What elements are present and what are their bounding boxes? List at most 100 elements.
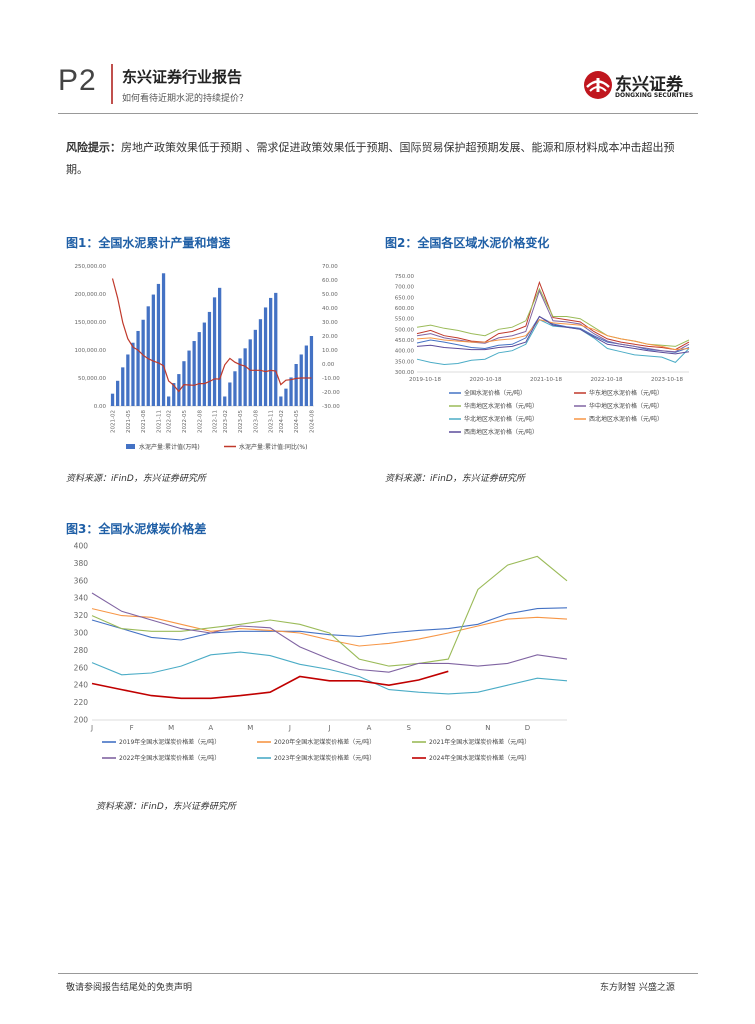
y-right-tick-label: 10.00: [322, 348, 338, 354]
footer-slogan: 东方财智 兴盛之源: [600, 983, 675, 993]
y-left-tick-label: 250,000.00: [75, 264, 107, 270]
bar: [182, 361, 186, 406]
bar: [126, 354, 130, 406]
x-tick-label: S: [406, 724, 411, 732]
x-tick-label: 2023-10-18: [651, 377, 683, 383]
footer-rule: [58, 973, 698, 974]
x-tick-label: O: [445, 724, 451, 732]
page-number: P2: [58, 64, 97, 97]
header-divider: [111, 64, 113, 104]
bar: [253, 329, 257, 406]
bar: [212, 297, 217, 406]
series-line: [416, 319, 690, 366]
y-right-tick-label: 0.00: [322, 362, 335, 368]
legend-label: 西南地区水泥价格（元/吨）: [464, 428, 538, 436]
y-tick-label: 650.00: [395, 295, 415, 301]
bar: [258, 319, 263, 406]
x-tick-label: 2019-10-18: [409, 377, 441, 383]
y-tick-label: 380: [74, 559, 89, 568]
x-tick-label: 2024-05: [294, 410, 300, 433]
y-right-tick-label: -10.00: [322, 376, 340, 382]
bar: [136, 330, 140, 406]
x-tick-label: 2022-02: [167, 410, 173, 433]
legend-swatch-production: [126, 444, 135, 449]
y-tick-label: 280: [74, 646, 89, 655]
figure-1-source: 资料来源：iFinD，东兴证券研究所: [66, 474, 206, 484]
risk-warning: 风险提示：房地产政策效果低于预期 、需求促进政策效果低于预期、国际贸易保护超预期…: [66, 137, 696, 181]
bar: [263, 307, 268, 406]
logo-name-cn: 东兴证券: [615, 75, 683, 95]
x-tick-label: J: [327, 724, 330, 732]
x-tick-label: 2023-02: [223, 410, 229, 433]
bar: [197, 332, 201, 406]
y-left-tick-label: 150,000.00: [75, 320, 107, 326]
bar: [116, 380, 120, 406]
bar: [228, 382, 232, 406]
legend-label: 2024年全国水泥煤炭价格差（元/吨）: [429, 754, 530, 762]
y-tick-label: 400: [74, 542, 89, 551]
bar: [121, 367, 125, 406]
bar: [294, 364, 298, 406]
legend-label-yoy: 水泥产量:累计值:同比(%): [239, 443, 307, 451]
y-right-tick-label: -20.00: [322, 390, 340, 396]
series-line: [416, 315, 690, 353]
series-line: [91, 608, 568, 647]
bar: [177, 374, 181, 406]
y-tick-label: 750.00: [395, 274, 415, 280]
x-tick-label: F: [130, 724, 134, 732]
y-right-tick-label: 30.00: [322, 320, 338, 326]
x-tick-label: 2022-05: [182, 410, 188, 433]
y-right-tick-label: -30.00: [322, 404, 340, 410]
bar: [218, 287, 222, 406]
bar: [192, 341, 196, 406]
legend-label: 华中地区水泥价格（元/吨）: [589, 402, 663, 410]
figure-3-title: 图3：全国水泥煤炭价格差: [66, 522, 207, 536]
bar: [161, 273, 166, 406]
figure-2-source: 资料来源：iFinD，东兴证券研究所: [385, 474, 525, 484]
risk-text: 房地产政策效果低于预期 、需求促进政策效果低于预期、国际贸易保护超预期发展、能源…: [66, 141, 675, 176]
legend-label: 华北地区水泥价格（元/吨）: [464, 415, 538, 423]
series-line: [91, 555, 568, 667]
figure-1-chart: 250,000.00 200,000.00 150,000.00 100,000.00…: [75, 264, 341, 451]
y-tick-label: 260: [74, 663, 89, 672]
y-tick-label: 450.00: [395, 338, 415, 344]
legend-label: 华东地区水泥价格（元/吨）: [589, 389, 663, 397]
x-tick-label: 2023-05: [238, 410, 244, 433]
bar: [207, 311, 212, 406]
figure-2-title: 图2：全国各区域水泥价格变化: [385, 236, 550, 250]
bar: [202, 322, 206, 406]
footer-disclaimer: 敬请参阅报告结尾处的免责声明: [66, 983, 193, 993]
bar: [279, 396, 283, 406]
y-right-tick-label: 60.00: [322, 278, 338, 284]
bar: [167, 396, 171, 406]
x-tick-label: 2024-08: [309, 410, 315, 433]
y-tick-label: 340: [74, 594, 89, 603]
bar: [274, 292, 278, 406]
bar: [172, 383, 176, 406]
bar: [156, 283, 161, 406]
legend-label: 2022年全国水泥煤炭价格差（元/吨）: [119, 754, 220, 762]
bar: [248, 339, 252, 406]
x-tick-label: 2021-08: [141, 410, 147, 433]
series-line: [91, 592, 568, 673]
report-subtitle: 如何看待近期水泥的持续提价？: [122, 94, 249, 104]
legend-label: 2019年全国水泥煤炭价格差（元/吨）: [119, 738, 220, 746]
bar: [309, 336, 314, 406]
x-tick-label: N: [485, 724, 490, 732]
x-tick-label: A: [208, 724, 213, 732]
y-right-tick-label: 20.00: [322, 334, 338, 340]
series-line: [416, 289, 690, 353]
x-tick-label: 2020-10-18: [470, 377, 502, 383]
brand-logo: 东兴证券 DONGXING SECURITIES: [583, 68, 703, 104]
y-left-tick-label: 200,000.00: [75, 292, 107, 298]
x-tick-label: M: [168, 724, 174, 732]
y-left-tick-label: 50,000.00: [78, 376, 106, 382]
y-right-tick-label: 50.00: [322, 292, 338, 298]
page-header: P2 东兴证券行业报告 如何看待近期水泥的持续提价？ 东兴证券 DONGXING…: [0, 0, 755, 114]
y-tick-label: 320: [74, 611, 89, 620]
x-tick-label: 2022-08: [197, 410, 203, 433]
bar: [269, 297, 273, 406]
series-line: [416, 319, 690, 351]
risk-label: 风险提示：: [66, 141, 121, 154]
